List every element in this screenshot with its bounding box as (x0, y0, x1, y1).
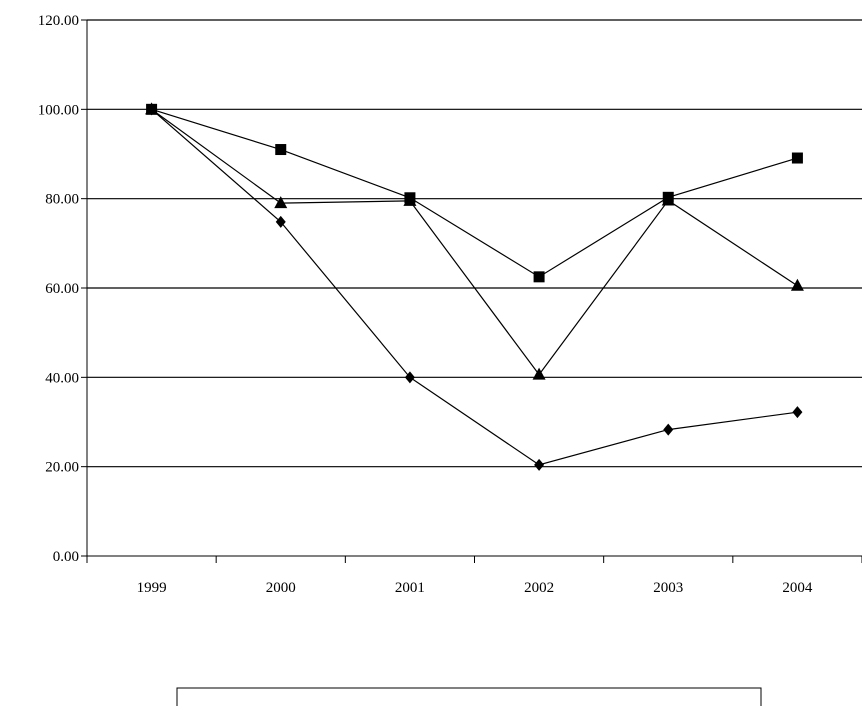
data-point-diamond (534, 458, 545, 471)
series-group (145, 102, 804, 471)
x-tick-label: 2003 (653, 580, 683, 596)
data-point-triangle (274, 196, 288, 209)
data-point-square (275, 144, 287, 156)
y-tick-label: 20.00 (45, 460, 79, 476)
series-line (151, 108, 798, 466)
legend-box (176, 687, 762, 706)
x-tick-label: 2000 (266, 580, 296, 596)
gridlines (87, 19, 862, 468)
series-square (146, 103, 803, 283)
y-axis-ticks: 0.00 20.00 40.00 60.00 80.00 100.00 120.00 (38, 13, 87, 565)
data-point-square (533, 271, 545, 283)
series-line (151, 108, 798, 376)
y-tick-label: 120.00 (38, 13, 79, 29)
data-point-triangle (661, 193, 675, 206)
data-point-triangle (790, 278, 804, 291)
legend: Vicor Corp.S & P 500 IndexPeer Group (176, 687, 762, 706)
y-tick-label: 100.00 (38, 102, 79, 118)
series-line (151, 108, 798, 278)
x-tick-label: 2001 (395, 580, 425, 596)
data-point-triangle (145, 102, 159, 115)
data-point-triangle (403, 193, 417, 206)
x-tick-label: 1999 (137, 580, 167, 596)
data-point-triangle (532, 367, 546, 380)
x-axis-ticks: 1999 2000 2001 2002 2003 2004 (86, 556, 862, 596)
x-tick-label: 2002 (524, 580, 554, 596)
series-triangle (145, 102, 804, 380)
x-tick-label: 2004 (782, 580, 813, 596)
data-point-diamond (663, 423, 674, 436)
y-tick-label: 60.00 (45, 281, 79, 297)
y-tick-label: 80.00 (45, 192, 79, 208)
data-point-diamond (275, 215, 286, 228)
data-point-square (791, 152, 803, 164)
data-point-diamond (792, 406, 803, 419)
y-tick-label: 0.00 (53, 549, 79, 565)
y-tick-label: 40.00 (45, 370, 79, 386)
data-point-diamond (404, 371, 415, 384)
